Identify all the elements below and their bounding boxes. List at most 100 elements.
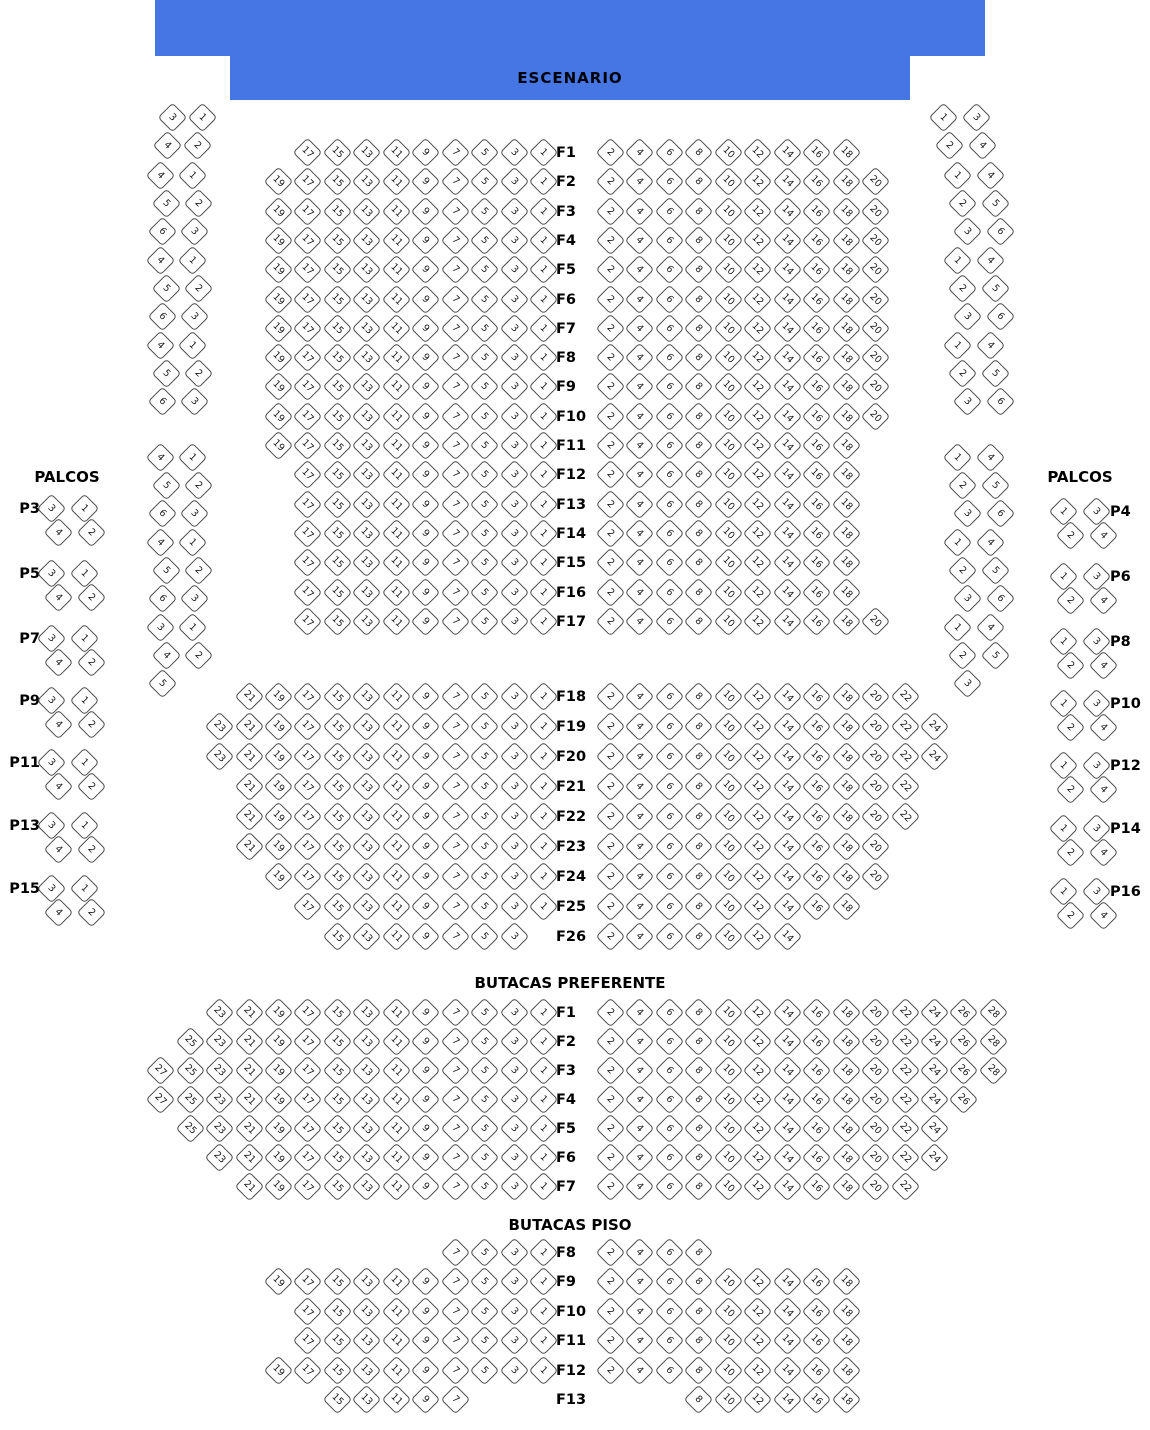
seat[interactable]: 9 xyxy=(410,547,441,578)
seat[interactable]: 11 xyxy=(381,518,412,549)
seat[interactable]: 9 xyxy=(410,1296,441,1327)
seat[interactable]: 14 xyxy=(772,1055,803,1086)
seat[interactable]: 16 xyxy=(801,681,832,712)
seat[interactable]: 3 xyxy=(179,216,210,247)
seat[interactable]: 7 xyxy=(440,547,470,578)
seat[interactable]: 17 xyxy=(293,577,323,607)
seat[interactable]: 3 xyxy=(499,861,529,892)
seat[interactable]: 14 xyxy=(772,771,803,802)
seat[interactable]: 12 xyxy=(742,518,773,549)
seat[interactable]: 20 xyxy=(860,801,891,832)
seat[interactable]: 6 xyxy=(654,1325,685,1356)
seat[interactable]: 3 xyxy=(499,891,529,922)
seat[interactable]: 16 xyxy=(801,401,832,432)
seat[interactable]: 2 xyxy=(595,430,626,461)
seat[interactable]: 22 xyxy=(890,997,920,1028)
seat[interactable]: 3 xyxy=(499,518,529,549)
seat[interactable]: 5 xyxy=(151,188,182,219)
seat[interactable]: 6 xyxy=(654,225,685,256)
seat[interactable]: 13 xyxy=(351,459,382,490)
seat[interactable]: 18 xyxy=(831,997,861,1028)
seat[interactable]: 4 xyxy=(625,166,655,197)
seat[interactable]: 2 xyxy=(595,137,626,168)
seat[interactable]: 3 xyxy=(499,1296,529,1327)
seat[interactable]: 2 xyxy=(1055,520,1086,551)
seat[interactable]: 1 xyxy=(1048,813,1079,844)
seat[interactable]: 17 xyxy=(293,459,323,490)
seat[interactable]: 2 xyxy=(595,1055,626,1086)
seat[interactable]: 6 xyxy=(654,1171,685,1202)
seat[interactable]: 4 xyxy=(625,1296,655,1327)
seat[interactable]: 2 xyxy=(595,547,626,578)
seat[interactable]: 7 xyxy=(440,831,470,862)
seat[interactable]: 10 xyxy=(713,342,744,373)
seat[interactable]: 1 xyxy=(528,166,559,197)
seat[interactable]: 13 xyxy=(351,137,382,168)
seat[interactable]: 1 xyxy=(528,1055,559,1086)
seat[interactable]: 15 xyxy=(322,166,353,197)
seat[interactable]: 18 xyxy=(831,741,861,772)
seat[interactable]: 15 xyxy=(322,681,353,712)
seat[interactable]: 17 xyxy=(293,489,323,519)
seat[interactable]: 16 xyxy=(801,254,832,285)
seat[interactable]: 8 xyxy=(683,166,714,197)
seat[interactable]: 2 xyxy=(595,166,626,197)
seat[interactable]: 11 xyxy=(381,861,412,892)
seat[interactable]: 16 xyxy=(801,861,832,892)
seat[interactable]: 6 xyxy=(654,1084,685,1115)
seat[interactable]: 4 xyxy=(625,372,655,402)
seat[interactable]: 5 xyxy=(469,1142,500,1173)
seat[interactable]: 15 xyxy=(322,225,353,256)
seat[interactable]: 2 xyxy=(595,1355,626,1385)
seat[interactable]: 1 xyxy=(528,1142,559,1173)
seat[interactable]: 4 xyxy=(625,606,655,637)
seat[interactable]: 5 xyxy=(151,470,182,501)
seat[interactable]: 3 xyxy=(952,216,983,247)
seat[interactable]: 4 xyxy=(43,582,74,613)
seat[interactable]: 11 xyxy=(381,430,412,461)
seat[interactable]: 11 xyxy=(381,997,412,1028)
seat[interactable]: 3 xyxy=(499,342,529,373)
seat[interactable]: 11 xyxy=(381,284,412,314)
seat[interactable]: 3 xyxy=(36,810,67,841)
seat[interactable]: 1 xyxy=(528,741,559,772)
seat[interactable]: 3 xyxy=(499,801,529,832)
seat[interactable]: 18 xyxy=(831,1142,861,1173)
seat[interactable]: 19 xyxy=(263,284,294,314)
seat[interactable]: 8 xyxy=(683,1325,714,1356)
seat[interactable]: 9 xyxy=(410,284,441,314)
seat[interactable]: 9 xyxy=(410,254,441,285)
seat[interactable]: 9 xyxy=(410,606,441,637)
seat[interactable]: 16 xyxy=(801,225,832,256)
seat[interactable]: 4 xyxy=(625,1237,655,1268)
seat[interactable]: 3 xyxy=(499,166,529,197)
seat[interactable]: 12 xyxy=(742,606,773,637)
seat[interactable]: 1 xyxy=(528,681,559,712)
seat[interactable]: 7 xyxy=(440,681,470,712)
seat[interactable]: 17 xyxy=(293,372,323,402)
seat[interactable]: 6 xyxy=(654,196,685,226)
seat[interactable]: 4 xyxy=(625,1267,655,1297)
seat[interactable]: 11 xyxy=(381,137,412,168)
seat[interactable]: 7 xyxy=(440,891,470,922)
seat[interactable]: 6 xyxy=(654,1355,685,1385)
seat[interactable]: 11 xyxy=(381,1296,412,1327)
seat[interactable]: 18 xyxy=(831,225,861,256)
seat[interactable]: 2 xyxy=(947,273,978,304)
seat[interactable]: 4 xyxy=(625,196,655,226)
seat[interactable]: 12 xyxy=(742,1325,773,1356)
seat[interactable]: 6 xyxy=(654,801,685,832)
seat[interactable]: 19 xyxy=(263,1142,294,1173)
seat[interactable]: 8 xyxy=(683,997,714,1028)
seat[interactable]: 23 xyxy=(204,741,235,772)
seat[interactable]: 1 xyxy=(942,527,973,558)
seat[interactable]: 13 xyxy=(351,489,382,519)
seat[interactable]: 4 xyxy=(43,771,74,802)
seat[interactable]: 3 xyxy=(179,498,210,529)
seat[interactable]: 9 xyxy=(410,489,441,519)
seat[interactable]: 18 xyxy=(831,1171,861,1202)
seat[interactable]: 6 xyxy=(147,216,178,247)
seat[interactable]: 1 xyxy=(528,1355,559,1385)
seat[interactable]: 4 xyxy=(625,489,655,519)
seat[interactable]: 13 xyxy=(351,1325,382,1356)
